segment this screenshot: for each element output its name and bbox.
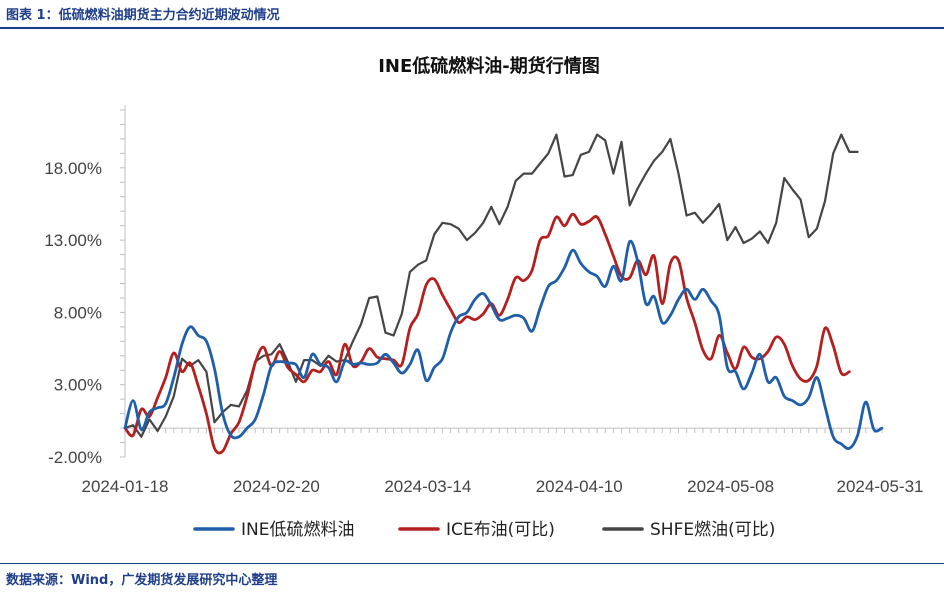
legend-label-ine-low-sulfur-fuel-oil: INE低硫燃料油 (241, 520, 354, 540)
series-lines (123, 133, 884, 455)
y-tick-label: -2.00% (48, 448, 102, 467)
x-tick-label: 2024-02-20 (233, 477, 320, 496)
x-axis: 2024-01-18 2024-02-20 2024-03-14 2024-04-10… (82, 427, 924, 496)
legend-label-shfe-fuel-oil-comparable: SHFE燃油(可比) (650, 520, 775, 540)
legend-label-ice-brent-comparable: ICE布油(可比) (446, 520, 555, 540)
x-tick-label: 2024-01-18 (82, 477, 169, 496)
figure-caption: 图表 1：低硫燃料油期货主力合约近期波动情况 (6, 8, 280, 23)
y-tick-label: 3.00% (54, 376, 102, 395)
chart-title: INE低硫燃料油-期货行情图 (378, 55, 600, 77)
chart-legend: INE低硫燃料油 ICE布油(可比) SHFE燃油(可比) (193, 520, 775, 540)
y-axis: -2.00% 3.00% 8.00% 13.00% 18.00% (44, 105, 126, 467)
y-tick-label: 18.00% (44, 159, 102, 178)
line-chart: INE低硫燃料油-期货行情图 -2.00% 3.00% 8.00% 13.00% 18.… (44, 55, 924, 540)
data-source-note: 数据来源：Wind，广发期货发展研究中心整理 (6, 573, 278, 588)
series-line-ine-low-sulfur-fuel-oil (123, 239, 884, 451)
y-tick-label: 8.00% (54, 303, 102, 322)
footer-divider (0, 563, 944, 564)
y-tick-label: 13.00% (44, 231, 102, 250)
x-tick-label: 2024-05-31 (837, 477, 924, 496)
x-tick-label: 2024-03-14 (384, 477, 471, 496)
x-tick-label: 2024-04-10 (536, 477, 623, 496)
x-tick-label: 2024-05-08 (687, 477, 774, 496)
series-line-shfe-fuel-oil-comparable (123, 133, 859, 438)
series-line-ice-brent-comparable (123, 212, 851, 455)
header-divider (0, 27, 944, 29)
